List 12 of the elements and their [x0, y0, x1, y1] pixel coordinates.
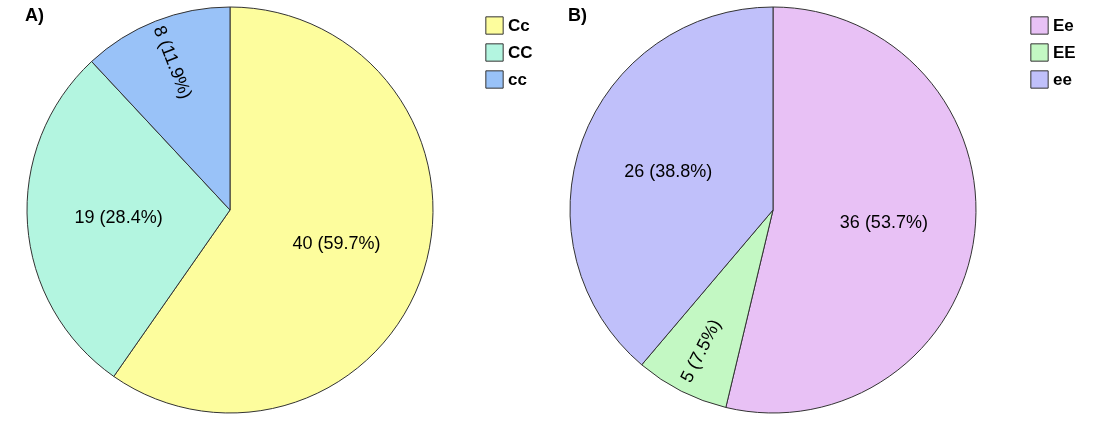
legend-label: EE: [1053, 42, 1076, 62]
legend-label: Ee: [1053, 15, 1074, 35]
legend-label: Cc: [508, 15, 530, 35]
data-label: 40 (59.7%): [292, 232, 381, 253]
data-label: 19 (28.4%): [74, 206, 163, 227]
chart-title: A): [25, 5, 44, 25]
legend-label: ee: [1053, 69, 1072, 89]
data-label: 26 (38.8%): [624, 160, 713, 181]
data-label: 36 (53.7%): [839, 212, 928, 233]
legend-label: cc: [508, 69, 527, 89]
legend-label: CC: [508, 42, 533, 62]
chart-title: B): [568, 5, 587, 25]
